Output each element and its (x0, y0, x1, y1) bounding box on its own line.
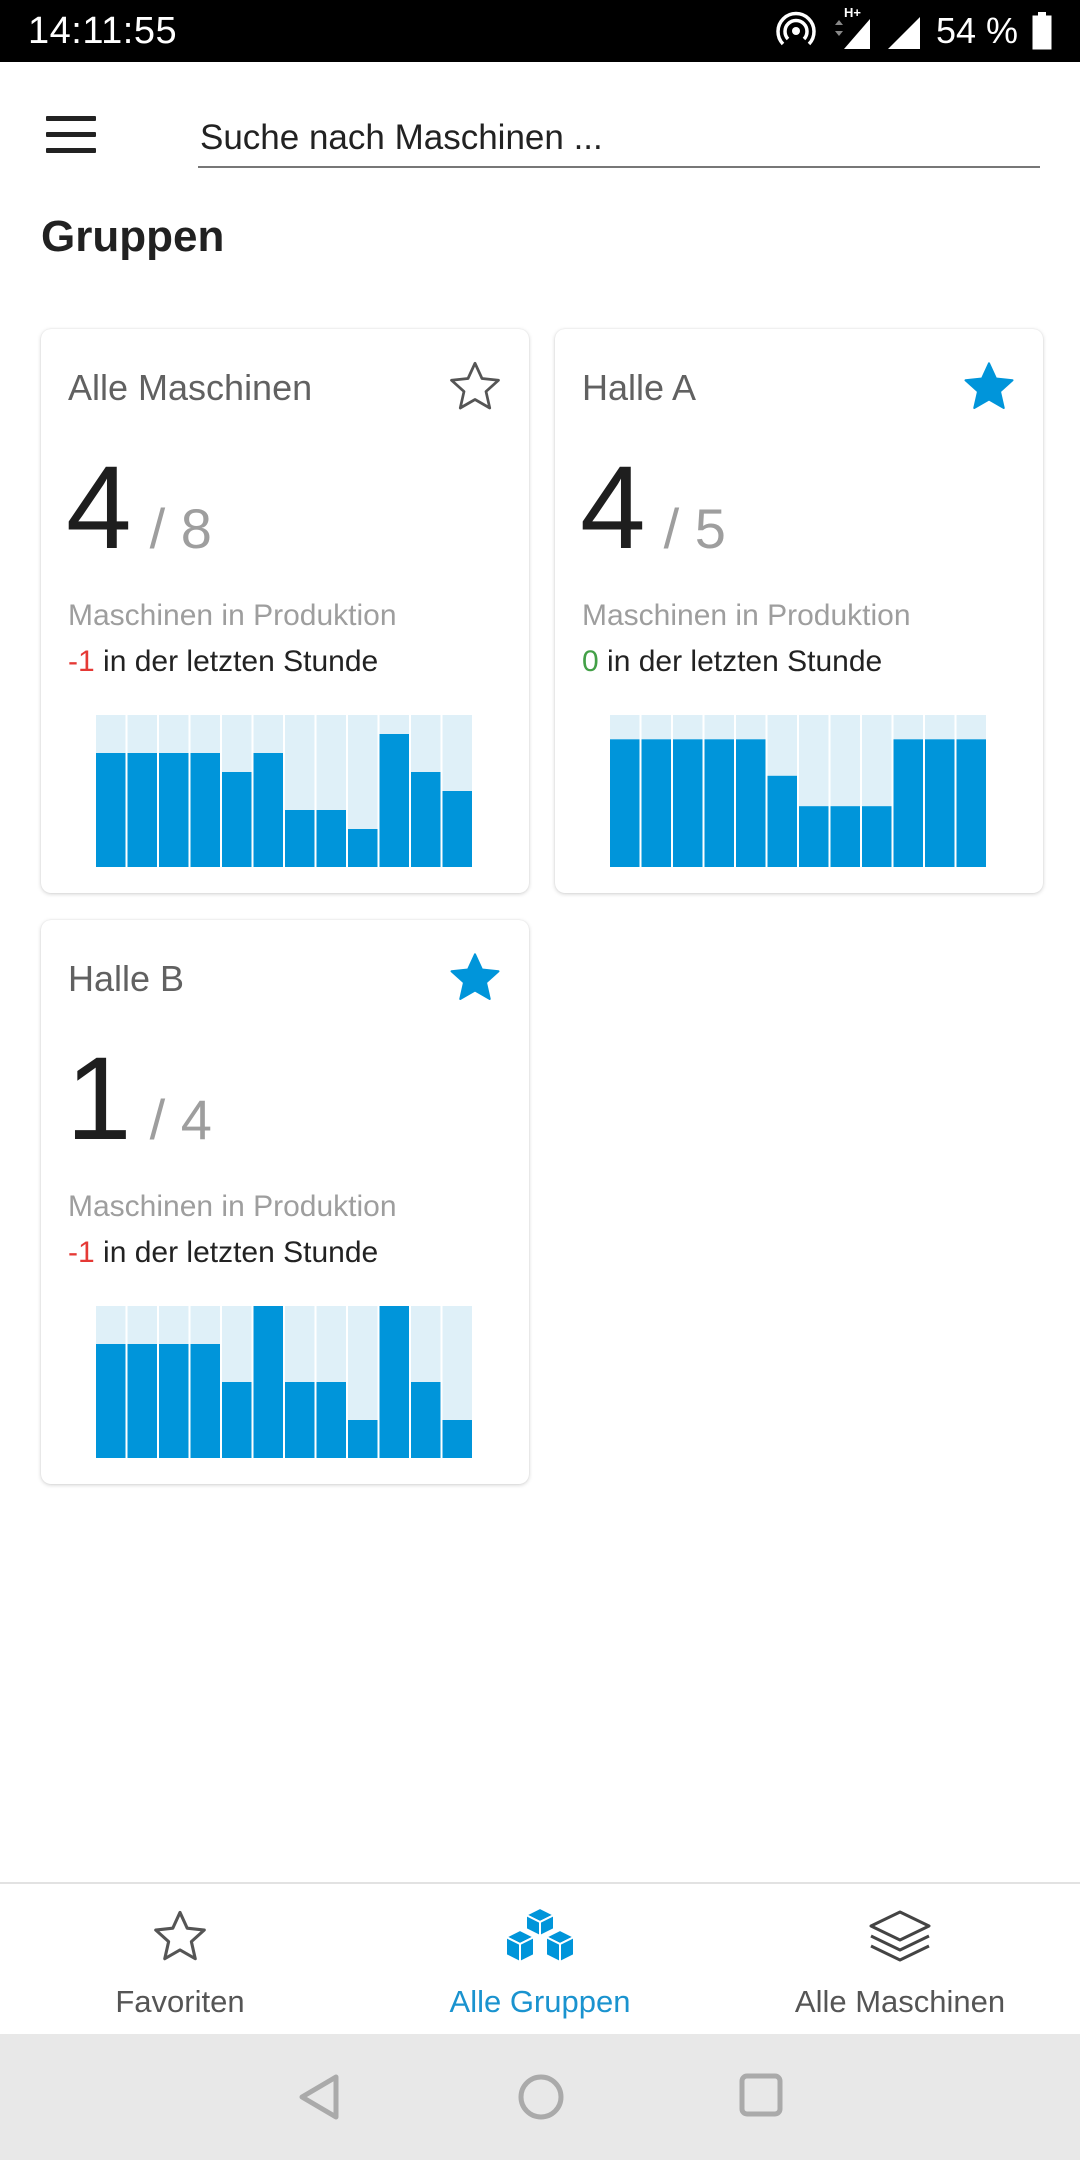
history-bar (316, 1382, 346, 1458)
hotspot-icon (776, 11, 816, 51)
history-bar (159, 1344, 189, 1458)
history-bar (442, 791, 472, 867)
app-toolbar (0, 62, 1080, 202)
status-bar: 14:11:55 H+ 54 % (0, 0, 1080, 62)
system-navigation-bar (0, 2034, 1080, 2160)
history-bar (222, 1382, 252, 1458)
nav-label: Favoriten (115, 1984, 245, 2019)
star-outline-icon (145, 1906, 215, 1973)
history-bar (190, 1344, 220, 1458)
history-bar (736, 739, 766, 867)
history-bar (190, 753, 220, 867)
production-count: 1 / 4 (66, 1040, 212, 1158)
running-count: 4 (66, 442, 132, 574)
history-bar (411, 772, 441, 867)
menu-icon[interactable] (44, 116, 100, 156)
history-bar (159, 753, 189, 867)
delta-text: in der letzten Stunde (94, 1236, 379, 1269)
home-icon[interactable] (516, 2072, 566, 2127)
history-bar (285, 810, 315, 867)
nav-all-machines[interactable]: Alle Maschinen (720, 1884, 1080, 2034)
history-bar (285, 1382, 315, 1458)
history-bar (379, 1306, 409, 1458)
nav-label: Alle Gruppen (449, 1984, 631, 2019)
group-card[interactable]: Halle A 4 / 5 Maschinen in Produktion 0 … (555, 329, 1043, 893)
history-bar (893, 739, 923, 867)
battery-icon (1032, 12, 1052, 50)
layers-icon (865, 1906, 935, 1975)
favorite-star-icon[interactable] (959, 357, 1019, 417)
running-count: 1 (66, 1033, 132, 1165)
delta-text: in der letzten Stunde (598, 645, 883, 678)
production-label: Maschinen in Produktion (68, 599, 397, 632)
history-chart (96, 715, 472, 867)
mobile-data-icon: H+ (830, 5, 872, 51)
running-count: 4 (580, 442, 646, 574)
history-bar (96, 753, 126, 867)
history-chart (610, 715, 986, 867)
production-label: Maschinen in Produktion (582, 599, 911, 632)
history-bar (704, 739, 734, 867)
history-bar (862, 806, 892, 867)
delta-value: -1 (68, 1236, 95, 1269)
history-bar (673, 739, 703, 867)
total-count: / 8 (149, 497, 212, 560)
delta-line: 0 in der letzten Stunde (582, 645, 882, 679)
production-count: 4 / 8 (66, 449, 212, 567)
bottom-navigation: Favoriten All (0, 1882, 1080, 2034)
search-input[interactable] (198, 102, 1040, 168)
history-bar (767, 775, 797, 867)
history-bar (641, 739, 671, 867)
history-bar (799, 806, 829, 867)
history-bar (830, 806, 860, 867)
cubes-icon (494, 1906, 586, 1975)
history-bar (442, 1420, 472, 1458)
status-icons: H+ 54 % (776, 5, 1052, 52)
favorite-star-icon[interactable] (445, 357, 505, 417)
history-bar (253, 753, 283, 867)
group-name: Halle B (68, 958, 185, 999)
recents-icon[interactable] (738, 2072, 784, 2123)
delta-text: in der letzten Stunde (94, 645, 379, 678)
history-bar (925, 739, 955, 867)
history-bar (348, 1420, 378, 1458)
total-count: / 4 (149, 1088, 212, 1151)
production-count: 4 / 5 (580, 449, 726, 567)
group-card[interactable]: Halle B 1 / 4 Maschinen in Produktion -1… (41, 920, 529, 1484)
group-name: Alle Maschinen (68, 367, 313, 408)
nav-favorites[interactable]: Favoriten (0, 1884, 360, 2034)
history-bar (222, 772, 252, 867)
status-time: 14:11:55 (28, 9, 178, 52)
history-bar (610, 739, 640, 867)
history-chart (96, 1306, 472, 1458)
group-name: Halle A (582, 367, 697, 408)
history-bar (348, 829, 378, 867)
history-bar (956, 739, 986, 867)
history-bar (379, 734, 409, 867)
delta-line: -1 in der letzten Stunde (68, 1236, 378, 1270)
total-count: / 5 (663, 497, 726, 560)
nav-all-groups[interactable]: Alle Gruppen (360, 1884, 720, 2034)
section-title: Gruppen (41, 212, 225, 261)
group-card[interactable]: Alle Maschinen 4 / 8 Maschinen in Produk… (41, 329, 529, 893)
battery-percent: 54 % (935, 10, 1018, 51)
delta-line: -1 in der letzten Stunde (68, 645, 378, 679)
history-bar (127, 753, 157, 867)
delta-value: -1 (68, 645, 95, 678)
nav-label: Alle Maschinen (794, 1984, 1006, 2019)
history-bar (316, 810, 346, 867)
production-label: Maschinen in Produktion (68, 1190, 397, 1223)
favorite-star-icon[interactable] (445, 948, 505, 1008)
history-bar (411, 1382, 441, 1458)
history-bar (127, 1344, 157, 1458)
history-bar (96, 1344, 126, 1458)
delta-value: 0 (582, 645, 599, 678)
signal-icon (886, 11, 922, 51)
network-type: H+ (843, 5, 861, 20)
back-icon[interactable] (296, 2072, 342, 2127)
history-bar (253, 1306, 283, 1458)
